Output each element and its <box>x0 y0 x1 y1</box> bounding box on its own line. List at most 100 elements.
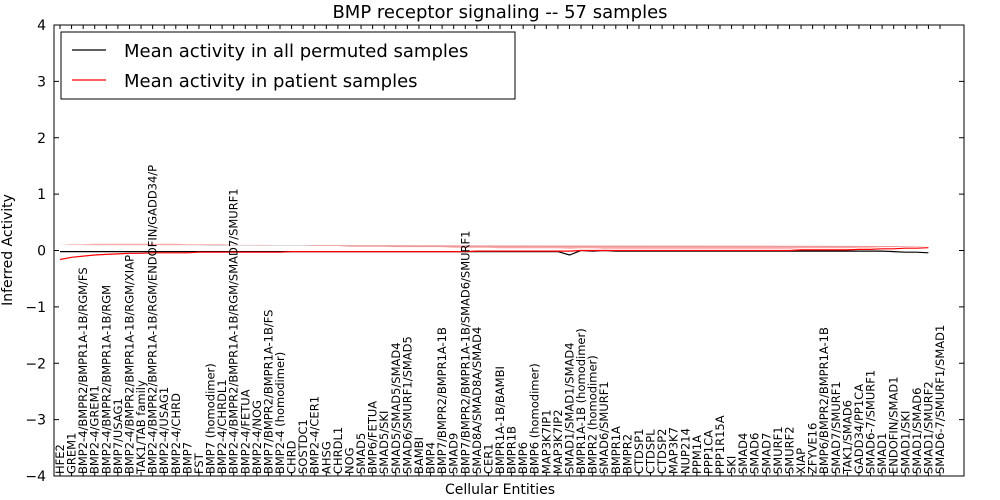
y-tick-label: 4 <box>37 18 46 34</box>
legend-label-patient: Mean activity in patient samples <box>124 71 418 92</box>
category-label: BMP2-4/BMPR2/BMPR1A-1B/RGM/FS <box>76 267 90 474</box>
y-axis-label: Inferred Activity <box>0 194 16 306</box>
category-label: SOSTDC1 <box>296 419 310 474</box>
category-label: BMP6 <box>516 442 530 474</box>
category-label: BMP2-4 (homodimer) <box>273 352 287 474</box>
category-label: BMP7/BMPR2/BMPR1A-1B <box>435 327 449 474</box>
legend-box <box>60 31 516 100</box>
category-label: BMP6 (homodimer) <box>528 363 542 474</box>
category-label: MAP3K7IP1 <box>539 409 553 474</box>
category-label: SMAD6-7/SMURF1/SMAD1 <box>933 325 947 474</box>
category-label: FST <box>192 452 206 474</box>
y-tick-label: 1 <box>37 187 46 203</box>
category-label: SMAD5/SKI <box>377 411 391 474</box>
category-label: BMP6/BMPR2/BMPR1A-1B <box>817 327 831 474</box>
category-label: SMAD1/SKI <box>898 411 912 474</box>
y-tick-label: −3 <box>25 413 46 429</box>
category-label: BMP2-4/USAG1 <box>157 387 171 474</box>
category-label: SMAD5 <box>354 433 368 474</box>
category-label: BMP2-4/BMPR2/BMPR1A-1B/RGM/XIAP <box>123 255 137 474</box>
category-label: GREM1 <box>65 433 79 474</box>
category-label: BMPR1A <box>609 426 623 474</box>
category-label: SMAD9 <box>447 433 461 474</box>
category-label: SMAD7/SMURF1 <box>829 381 843 474</box>
category-label: BMPR1B <box>505 426 519 474</box>
category-label: BMP7/BMPR2/BMPR1A-1B/SMAD6/SMURF1 <box>458 231 472 474</box>
category-label: BMP7 (homodimer) <box>204 363 218 474</box>
y-tick-label: 3 <box>37 74 46 90</box>
y-tick-label: −2 <box>25 356 46 372</box>
category-label: BMP6/FETUA <box>366 401 380 474</box>
category-label: BMP2-4/CER1 <box>308 396 322 474</box>
category-label: MAP3K7 <box>667 427 681 474</box>
y-tick-label: 0 <box>37 244 46 260</box>
y-axis: −4 −3 −2 −1 0 1 2 3 4 <box>25 18 964 485</box>
category-label: NOG <box>343 447 357 474</box>
category-label: BMP2-4/CHRD <box>169 393 183 474</box>
category-label: BMP7/BMPR2/BMPR1A-1B/FS <box>261 310 275 474</box>
category-label: SMAD4 <box>736 433 750 474</box>
category-label: GADD34/PP1CA <box>852 384 866 474</box>
category-label: PPP1CA <box>701 430 715 474</box>
category-label: SKI <box>725 456 739 474</box>
category-label: SMAD1/SMAD6 <box>910 388 924 474</box>
category-label: CTDSP2 <box>655 429 669 474</box>
y-tick-label: −4 <box>25 469 46 485</box>
category-label: BMP2-4/BMPR2/BMPR1A-1B/RGM <box>99 285 113 474</box>
category-label: SMURF2 <box>783 426 797 474</box>
series-line-patient <box>59 247 929 261</box>
category-label: BAMBI <box>412 437 426 474</box>
confidence-bands <box>60 243 929 249</box>
category-label: ZFYVE16 <box>806 423 820 474</box>
category-label: SMAD6-7/SMURF1 <box>864 370 878 474</box>
category-label: SMURF1 <box>771 426 785 474</box>
category-label: TAK1/SMAD6 <box>840 400 854 475</box>
series-lines <box>59 247 929 261</box>
category-label: NUP214 <box>678 428 692 474</box>
category-label: BMP2-4/GREM1 <box>88 385 102 474</box>
chart-title: BMP receptor signaling -- 57 samples <box>332 2 667 23</box>
y-tick-label: 2 <box>37 131 46 147</box>
category-label: SMAD6/SMURF1/SMAD5 <box>400 336 414 474</box>
category-label: BMP2-4/CHRDL1 <box>215 379 229 474</box>
category-label: ENDOFIN/SMAD1 <box>887 376 901 474</box>
category-label: PPM1A <box>690 435 704 474</box>
x-axis <box>59 25 941 476</box>
category-label: SMAD8A/SMAD8A/SMAD4 <box>470 327 484 474</box>
category-label: BMP7 <box>180 442 194 474</box>
category-label: CTDSP1 <box>632 429 646 474</box>
category-label: SMAD7 <box>759 433 773 474</box>
category-label: SMAD6 <box>748 433 762 474</box>
category-label: BMP2-4/FETUA <box>238 389 252 474</box>
category-label: BMP7/USAG1 <box>111 398 125 474</box>
category-label: XIAP <box>794 448 808 474</box>
category-label: SMAD1/SMAD1/SMAD4 <box>563 342 577 474</box>
category-label: CTDSPL <box>644 429 658 474</box>
band-patient <box>60 243 929 249</box>
category-label: BMP2-4/NOG <box>250 400 264 474</box>
category-label: CHRD <box>285 440 299 474</box>
category-label: BMPR1A-1B/BAMBI <box>493 366 507 474</box>
band-permuted <box>60 244 929 247</box>
legend-label-permuted: Mean activity in all permuted samples <box>124 41 468 62</box>
category-label: CER1 <box>481 443 495 474</box>
category-label: PPP1R15A <box>713 415 727 474</box>
category-label: MAP3K7IP2 <box>551 409 565 474</box>
y-tick-label: −1 <box>25 300 46 316</box>
category-label: AHSG <box>319 441 333 474</box>
category-label: SMAD1/SMURF2 <box>921 381 935 474</box>
category-label: SMAD1 <box>875 433 889 474</box>
category-labels: HFE2GREM1BMP2-4/BMPR2/BMPR1A-1B/RGM/FSBM… <box>53 165 947 475</box>
category-label: TAK1/TAB family <box>134 380 148 475</box>
category-label: BMP4 <box>424 442 438 474</box>
x-axis-label: Cellular Entities <box>445 482 555 498</box>
category-label: BMPR2 (homodimer) <box>586 355 600 474</box>
category-label: BMP2-4/BMPR2/BMPR1A-1B/RGM/ENDOFIN/GADD3… <box>146 165 160 474</box>
category-label: HFE2 <box>53 444 67 474</box>
category-label: BMPR2 <box>620 434 634 474</box>
category-label: SMAD6/SMURF1 <box>597 381 611 474</box>
category-label: CHRDL1 <box>331 427 345 474</box>
category-label: BMP2-4/BMPR2/BMPR1A-1B/RGM/SMAD7/SMURF1 <box>227 188 241 474</box>
legend: Mean activity in all permuted samples Me… <box>60 31 516 100</box>
